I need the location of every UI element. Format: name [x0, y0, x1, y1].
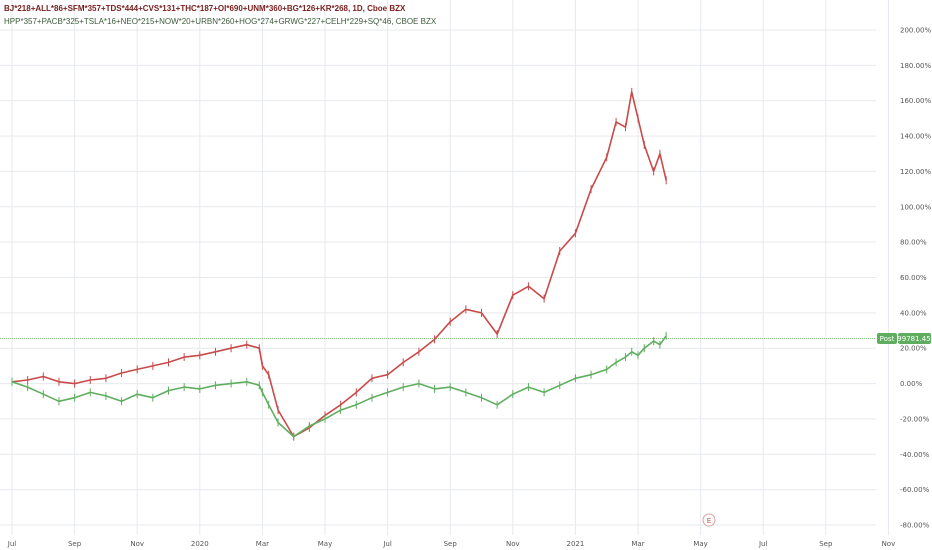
price-tag-label-box [877, 333, 897, 344]
y-axis: 200.00% 180.00% 160.00% 140.00% 120.00% 100.0… [900, 27, 931, 530]
y-tick-label: -80.00% [900, 522, 930, 530]
y-tick-label: 20.00% [900, 345, 927, 353]
series2-title: HPP*357+PACB*325+TSLA*16+NEO*215+NOW*20+… [4, 17, 437, 26]
earnings-event-marker[interactable]: E [702, 513, 716, 527]
y-tick-label: 160.00% [900, 97, 931, 105]
price-tag-value-box [898, 333, 931, 344]
price-tag-value: 99781.45 [897, 335, 930, 343]
x-tick-label: Mar [631, 540, 644, 548]
x-tick-label: Jul [758, 540, 768, 548]
series-layer [11, 87, 667, 441]
y-tick-label: 140.00% [900, 133, 931, 141]
x-tick-label: Nov [130, 540, 144, 548]
y-tick-label: -40.00% [900, 451, 930, 459]
y-tick-label: 100.00% [900, 203, 931, 211]
x-axis: Jul Sep Nov 2020 Mar May Jul Sep Nov 2021 Mar May Ju… [7, 540, 895, 548]
price-tag-label: Post [880, 335, 895, 343]
x-tick-label: Nov [882, 540, 896, 548]
y-tick-label: -20.00% [900, 415, 930, 423]
x-tick-label: Sep [68, 540, 82, 548]
x-tick-label: Mar [256, 540, 269, 548]
x-tick-label: Sep [819, 540, 833, 548]
grid [0, 0, 889, 535]
series1-title: BJ*218+ALL*86+SFM*357+TDS*444+CVS*131+TH… [4, 4, 406, 13]
y-tick-label: -60.00% [900, 486, 930, 494]
x-tick-label: Sep [444, 540, 458, 548]
price-tag[interactable]: Post 99781.45 [877, 333, 931, 344]
x-tick-label: Jul [7, 540, 17, 548]
y-tick-label: 0.00% [900, 380, 923, 388]
y-tick-label: 120.00% [900, 168, 931, 176]
y-tick-label: 60.00% [900, 274, 927, 282]
x-tick-label: 2020 [191, 540, 209, 548]
x-tick-label: 2021 [566, 540, 584, 548]
y-tick-label: 40.00% [900, 309, 927, 317]
earnings-event-icon [702, 513, 716, 527]
y-tick-label: 80.00% [900, 239, 927, 247]
x-tick-label: May [693, 540, 707, 548]
y-tick-label: 180.00% [900, 62, 931, 70]
earnings-event-letter: E [707, 517, 711, 525]
y-tick-label: 200.00% [900, 27, 931, 35]
x-tick-label: Jul [382, 540, 392, 548]
x-tick-label: Nov [506, 540, 520, 548]
x-tick-label: May [318, 540, 332, 548]
